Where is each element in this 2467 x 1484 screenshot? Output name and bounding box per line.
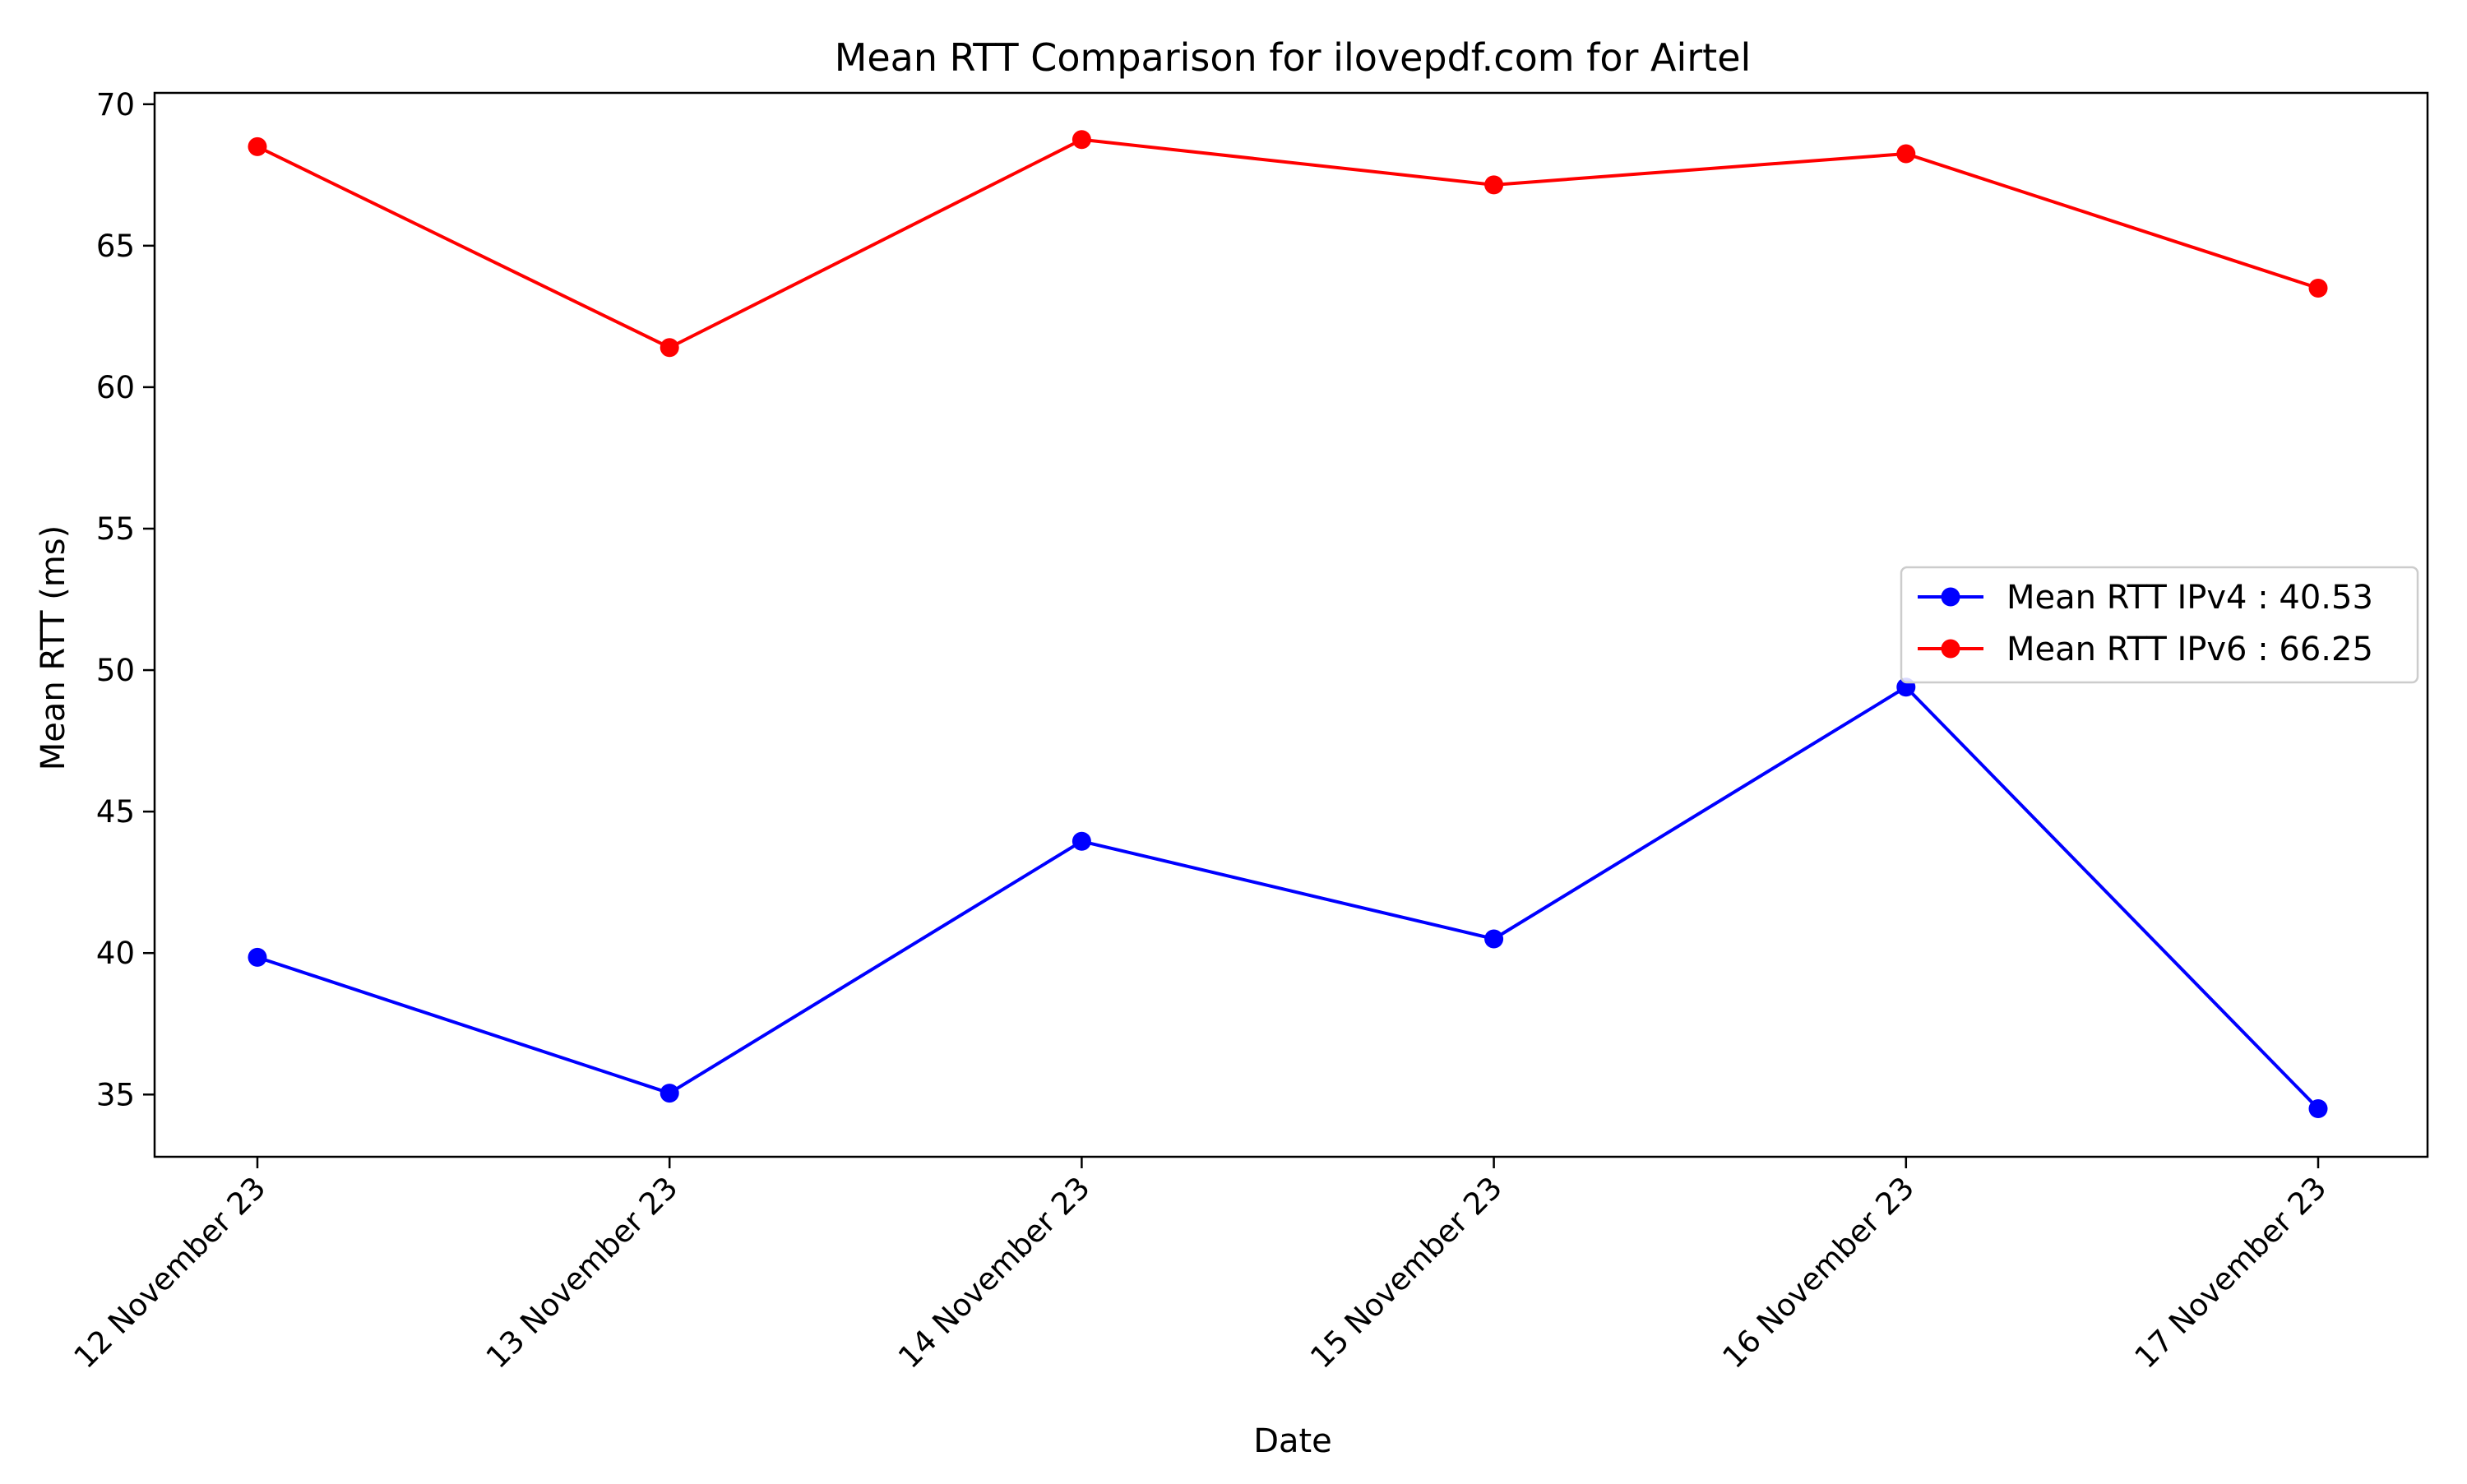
data-point (248, 136, 267, 156)
series-line (257, 685, 2320, 1110)
series-2 (248, 130, 2328, 358)
x-axis-label: Date (1253, 1422, 1332, 1460)
legend-swatch-marker (1941, 639, 1960, 659)
series-line (257, 137, 2319, 349)
y-axis: 35 40 45 50 55 60 65 70 (96, 87, 155, 1112)
y-tick-label: 60 (96, 370, 135, 405)
chart-title: Mean RTT Comparison for ilovepdf.com for… (835, 35, 1752, 80)
y-tick-label: 45 (96, 794, 135, 830)
y-tick-label: 50 (96, 653, 135, 688)
data-point (660, 338, 679, 358)
legend-item: Mean RTT IPv4 : 40.53 (1918, 579, 2373, 617)
y-tick-label: 55 (96, 511, 135, 547)
y-tick-label: 70 (96, 87, 135, 123)
plot-area (248, 130, 2328, 1118)
y-tick-label: 65 (96, 229, 135, 264)
y-tick-label: 35 (96, 1077, 135, 1112)
legend: Mean RTT IPv4 : 40.53 Mean RTT IPv6 : 66.… (1900, 566, 2419, 684)
data-point (1896, 144, 1916, 164)
legend-label: Mean RTT IPv4 : 40.53 (2006, 579, 2373, 617)
legend-box (1900, 566, 2419, 684)
data-point (1072, 831, 1091, 851)
legend-swatch-marker (1941, 587, 1960, 607)
data-point (1072, 130, 1091, 150)
series-1 (248, 677, 2328, 1118)
y-tick-label: 40 (96, 936, 135, 971)
data-point (660, 1084, 679, 1103)
data-point (1484, 929, 1504, 949)
legend-label: Mean RTT IPv6 : 66.25 (2006, 631, 2373, 668)
data-point (1484, 175, 1504, 195)
legend-item: Mean RTT IPv6 : 66.25 (1918, 631, 2373, 668)
data-point (2308, 278, 2328, 298)
axes-frame (153, 91, 2429, 1158)
data-point (2308, 1098, 2328, 1118)
data-point (248, 947, 267, 967)
y-axis-label: Mean RTT (ms) (35, 525, 72, 770)
